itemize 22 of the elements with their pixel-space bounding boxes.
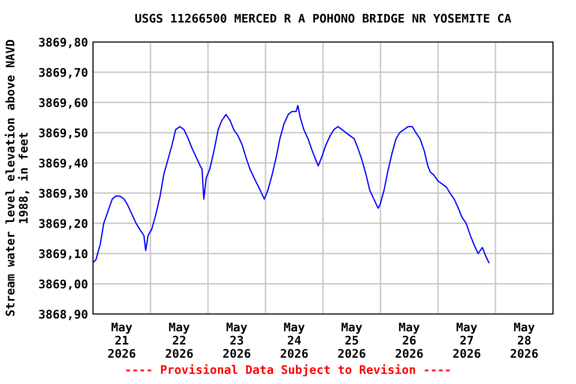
y-tick-label: 3869,40 bbox=[39, 158, 88, 170]
x-tick-label: May 27 2026 bbox=[453, 322, 480, 358]
y-tick-label: 3869,70 bbox=[39, 68, 88, 78]
x-tick-label: May 28 2026 bbox=[510, 322, 538, 358]
y-tick-label: 3869,10 bbox=[39, 249, 88, 260]
x-tick-label: May 25 2026 bbox=[338, 322, 366, 358]
line-series bbox=[93, 104, 490, 264]
text: ---- Provisional Data Subject to Revision ---- bbox=[126, 364, 450, 376]
x-tick-label: May 22 2026 bbox=[166, 322, 193, 358]
y-tick-label: 3869,20 bbox=[39, 219, 88, 230]
y-tick-label: 3869,80 bbox=[39, 38, 88, 48]
y-tick-label: 3869,50 bbox=[39, 128, 88, 139]
y-axis-title: Stream water level elevation above NAVD 1988, in feet bbox=[4, 40, 30, 316]
x-tick-label: May 24 2026 bbox=[280, 322, 308, 358]
y-tick-label: 3869,30 bbox=[39, 188, 88, 200]
y-tick-label: 3868,90 bbox=[39, 310, 88, 320]
y-tick-label: 3869,60 bbox=[39, 98, 88, 109]
y-tick-label: 3869,00 bbox=[39, 280, 88, 290]
x-tick-label: May 21 2026 bbox=[108, 322, 136, 358]
chart-title: USGS 11266500 MERCED R A POHONO BRIDGE NR YOSEMITE CA bbox=[135, 14, 512, 23]
x-tick-label: May 23 2026 bbox=[223, 322, 250, 358]
x-tick-label: May 26 2026 bbox=[396, 322, 423, 358]
